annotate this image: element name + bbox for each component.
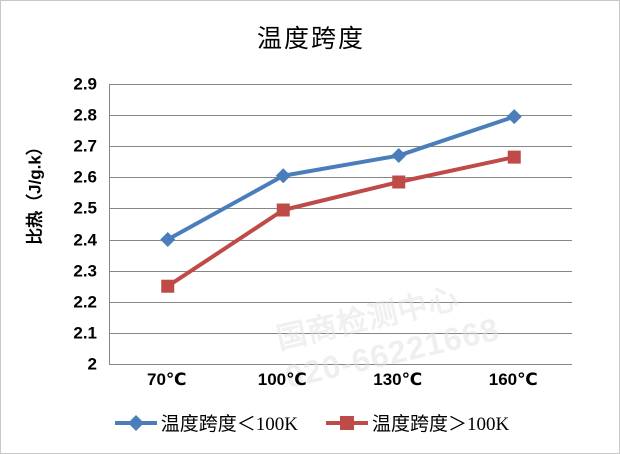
gridline — [110, 115, 572, 117]
data-point-diamond — [160, 232, 176, 248]
data-point-square — [507, 150, 521, 164]
series-2 — [161, 150, 521, 293]
x-axis-tick-label: 100℃ — [257, 370, 307, 389]
data-point-square — [276, 203, 290, 217]
y-axis-tick-label: 2.3 — [73, 261, 97, 281]
legend-label: 温度跨度＞100K — [372, 414, 510, 435]
x-axis-tick-label: 160℃ — [488, 370, 538, 389]
gridline — [110, 84, 572, 85]
y-axis-tick-label: 2.2 — [73, 292, 97, 312]
gridline — [110, 177, 572, 179]
legend-label: 温度跨度＜100K — [160, 414, 298, 435]
legend-diamond-icon — [114, 414, 157, 431]
x-axis-tick-label: 70℃ — [147, 370, 187, 389]
gridline — [110, 332, 572, 334]
data-point-square — [161, 279, 175, 293]
y-axis-tick-label: 2.9 — [73, 74, 97, 94]
y-axis-tick-label: 2 — [87, 354, 97, 374]
gridline — [110, 208, 572, 210]
data-point-square — [392, 175, 406, 189]
legend-square-icon — [326, 415, 368, 430]
series-1 — [160, 109, 522, 248]
x-axis-tick-labels: 70℃ 100℃ 130℃ 160℃ — [109, 370, 571, 398]
gridline — [110, 239, 572, 241]
y-axis-tick-label: 2.6 — [73, 167, 97, 187]
legend-item-2[interactable]: 温度跨度＞100K — [324, 409, 509, 436]
y-axis-tick-label: 2.7 — [73, 136, 97, 156]
series-line — [165, 155, 517, 289]
y-axis-tick-label: 2.4 — [73, 230, 97, 250]
data-point-diamond — [391, 148, 407, 164]
gridline — [110, 270, 572, 272]
chart-legend: 温度跨度＜100K 温度跨度＞100K — [1, 409, 619, 436]
y-axis-tick-label: 2.1 — [73, 323, 97, 343]
legend-item-1[interactable]: 温度跨度＜100K — [113, 409, 298, 436]
series-plot — [160, 109, 522, 293]
y-axis-tick-label: 2.5 — [73, 198, 97, 218]
data-point-diamond — [275, 168, 291, 184]
x-axis-tick-label: 130℃ — [373, 370, 423, 389]
data-point-diamond — [506, 109, 522, 125]
chart-title: 温度跨度 — [256, 26, 365, 53]
series-line — [165, 114, 517, 242]
gridline — [110, 146, 572, 148]
gridline — [110, 301, 572, 303]
y-axis-tick-labels: 2.9 2.8 2.7 2.6 2.5 2.4 2.3 2.2 2.1 2 — [41, 76, 103, 373]
plot-area: 国商检测中心 020-66221668 — [109, 84, 572, 395]
y-axis-tick-label: 2.8 — [73, 105, 97, 125]
